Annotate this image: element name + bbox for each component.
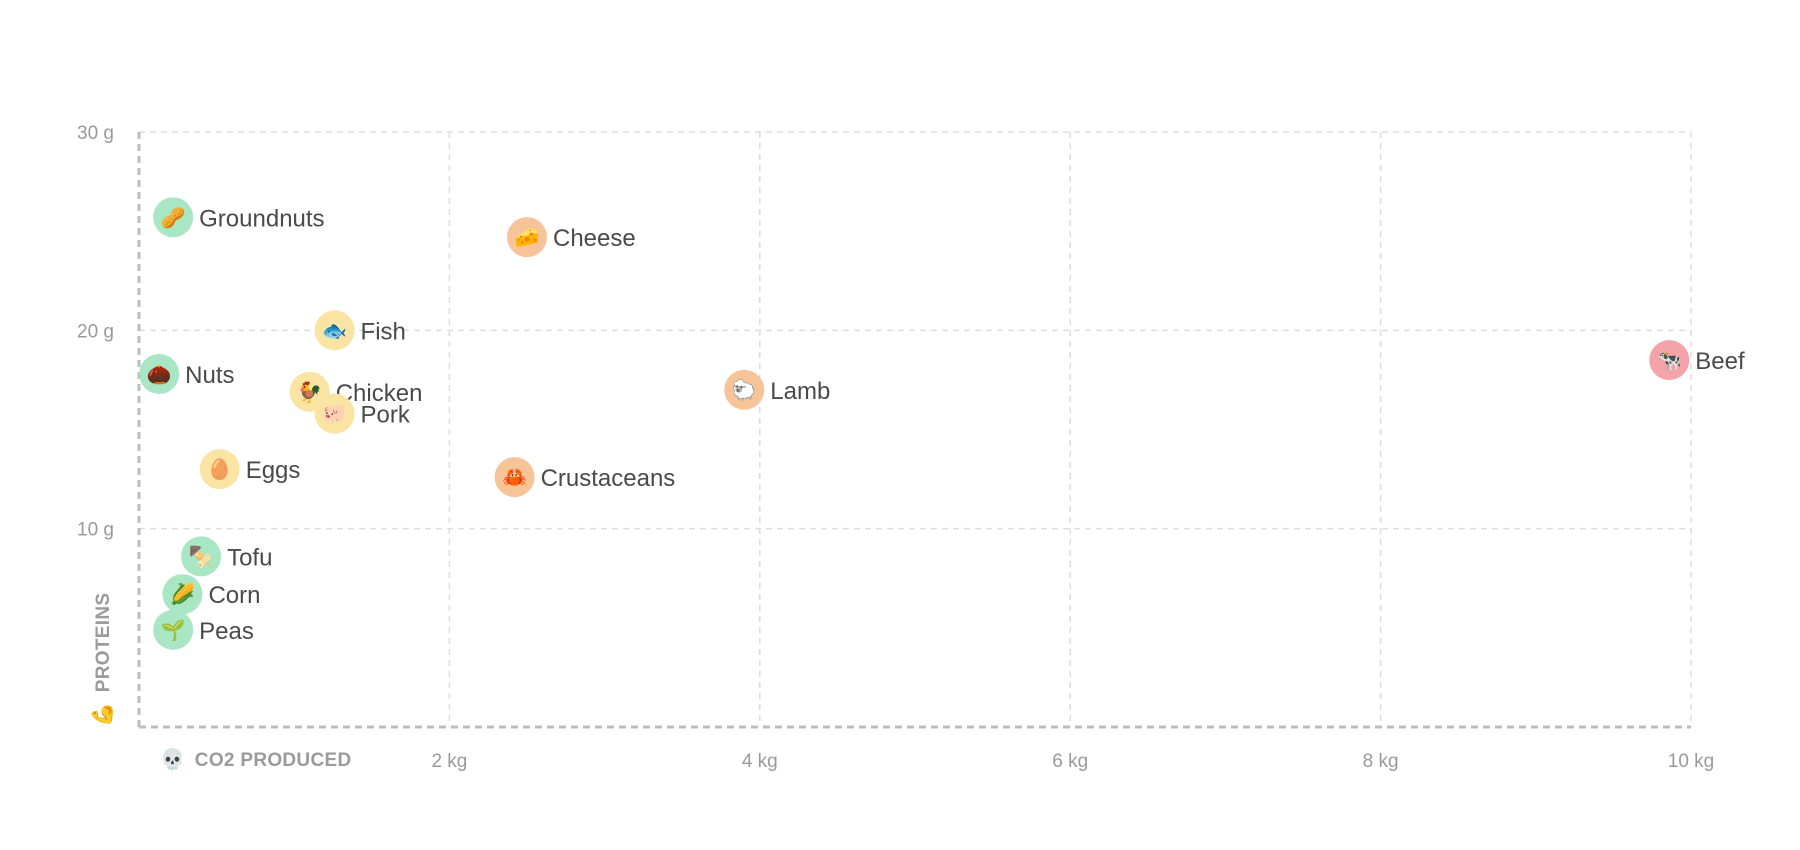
- chicken-icon: 🐓: [297, 380, 322, 404]
- data-point-tofu[interactable]: 🍢 Tofu: [181, 536, 272, 577]
- point-label: Fish: [361, 318, 406, 345]
- axis-titles: 💀 CO2 PRODUCED 💪 PROTEINS: [90, 593, 351, 771]
- y-tick-label: 20 g: [77, 321, 114, 342]
- point-marker[interactable]: [139, 353, 180, 394]
- y-tick-label: 30 g: [77, 123, 114, 144]
- point-marker[interactable]: [199, 449, 240, 490]
- point-marker[interactable]: [314, 393, 355, 434]
- data-point-fish[interactable]: 🐟 Fish: [314, 310, 406, 351]
- point-label: Peas: [199, 618, 254, 645]
- nuts-icon: 🌰: [147, 362, 172, 386]
- point-label: Corn: [208, 582, 260, 609]
- x-axis-title: 💀 CO2 PRODUCED: [160, 747, 351, 771]
- eggs-icon: 🥚: [207, 457, 232, 481]
- grid-lines: [139, 131, 1692, 727]
- x-tick-label: 8 kg: [1363, 751, 1399, 772]
- data-point-nuts[interactable]: 🌰 Nuts: [139, 353, 235, 394]
- point-label: Crustaceans: [541, 465, 676, 492]
- corn-icon: 🌽: [170, 582, 195, 606]
- point-marker[interactable]: [153, 609, 194, 650]
- point-label: Beef: [1695, 348, 1745, 375]
- cheese-icon: 🧀: [515, 225, 540, 249]
- data-point-lamb[interactable]: 🐑 Lamb: [724, 369, 830, 410]
- point-label: Eggs: [246, 457, 301, 484]
- tofu-icon: 🍢: [189, 544, 214, 568]
- point-marker[interactable]: [494, 457, 535, 498]
- point-label: Tofu: [227, 544, 272, 571]
- x-tick-label: 4 kg: [742, 751, 778, 772]
- data-point-pork[interactable]: 🐖 Pork: [314, 393, 411, 434]
- y-axis-title: 💪 PROTEINS: [90, 593, 114, 727]
- point-marker[interactable]: [314, 310, 355, 351]
- crustaceans-icon: 🦀: [502, 465, 527, 489]
- flexed-biceps-icon: 💪: [90, 702, 114, 727]
- lamb-icon: 🐑: [732, 378, 757, 402]
- data-point-corn[interactable]: 🌽 Corn: [162, 574, 260, 615]
- point-marker[interactable]: [507, 217, 547, 258]
- peas-icon: 🌱: [161, 618, 186, 642]
- data-point-eggs[interactable]: 🥚 Eggs: [199, 449, 301, 490]
- data-points: 🥜 Groundnuts🧀 Cheese🐟 Fish🌰 Nuts🐓 Chicken🐖 Por…: [139, 197, 1745, 650]
- x-tick-label: 10 kg: [1668, 751, 1714, 772]
- x-tick-label: 6 kg: [1052, 751, 1088, 772]
- point-marker[interactable]: [1649, 340, 1690, 381]
- beef-icon: 🐄: [1657, 348, 1682, 372]
- point-label: Nuts: [185, 362, 234, 389]
- data-point-peas[interactable]: 🌱 Peas: [153, 609, 254, 650]
- point-label: Lamb: [770, 378, 830, 405]
- tick-labels: 2 kg 4 kg 6 kg 8 kg 10 kg 10 g 20 g 30 g: [77, 123, 1714, 772]
- point-label: Pork: [361, 402, 411, 429]
- data-point-groundnuts[interactable]: 🥜 Groundnuts: [153, 197, 325, 238]
- skull-icon: 💀: [160, 747, 185, 771]
- point-marker[interactable]: [724, 369, 765, 410]
- point-label: Cheese: [553, 225, 636, 252]
- pork-icon: 🐖: [322, 402, 347, 426]
- axes: [137, 132, 1691, 729]
- fish-icon: 🐟: [322, 318, 347, 342]
- data-point-cheese[interactable]: 🧀 Cheese: [507, 217, 636, 258]
- point-label: Groundnuts: [199, 205, 324, 232]
- groundnuts-icon: 🥜: [161, 204, 186, 229]
- data-point-crustaceans[interactable]: 🦀 Crustaceans: [494, 457, 676, 498]
- point-marker[interactable]: [162, 574, 203, 615]
- y-tick-label: 10 g: [77, 520, 114, 541]
- point-marker[interactable]: [181, 536, 222, 577]
- x-tick-label: 2 kg: [431, 751, 467, 772]
- point-marker[interactable]: [153, 197, 194, 238]
- data-point-beef[interactable]: 🐄 Beef: [1649, 340, 1745, 381]
